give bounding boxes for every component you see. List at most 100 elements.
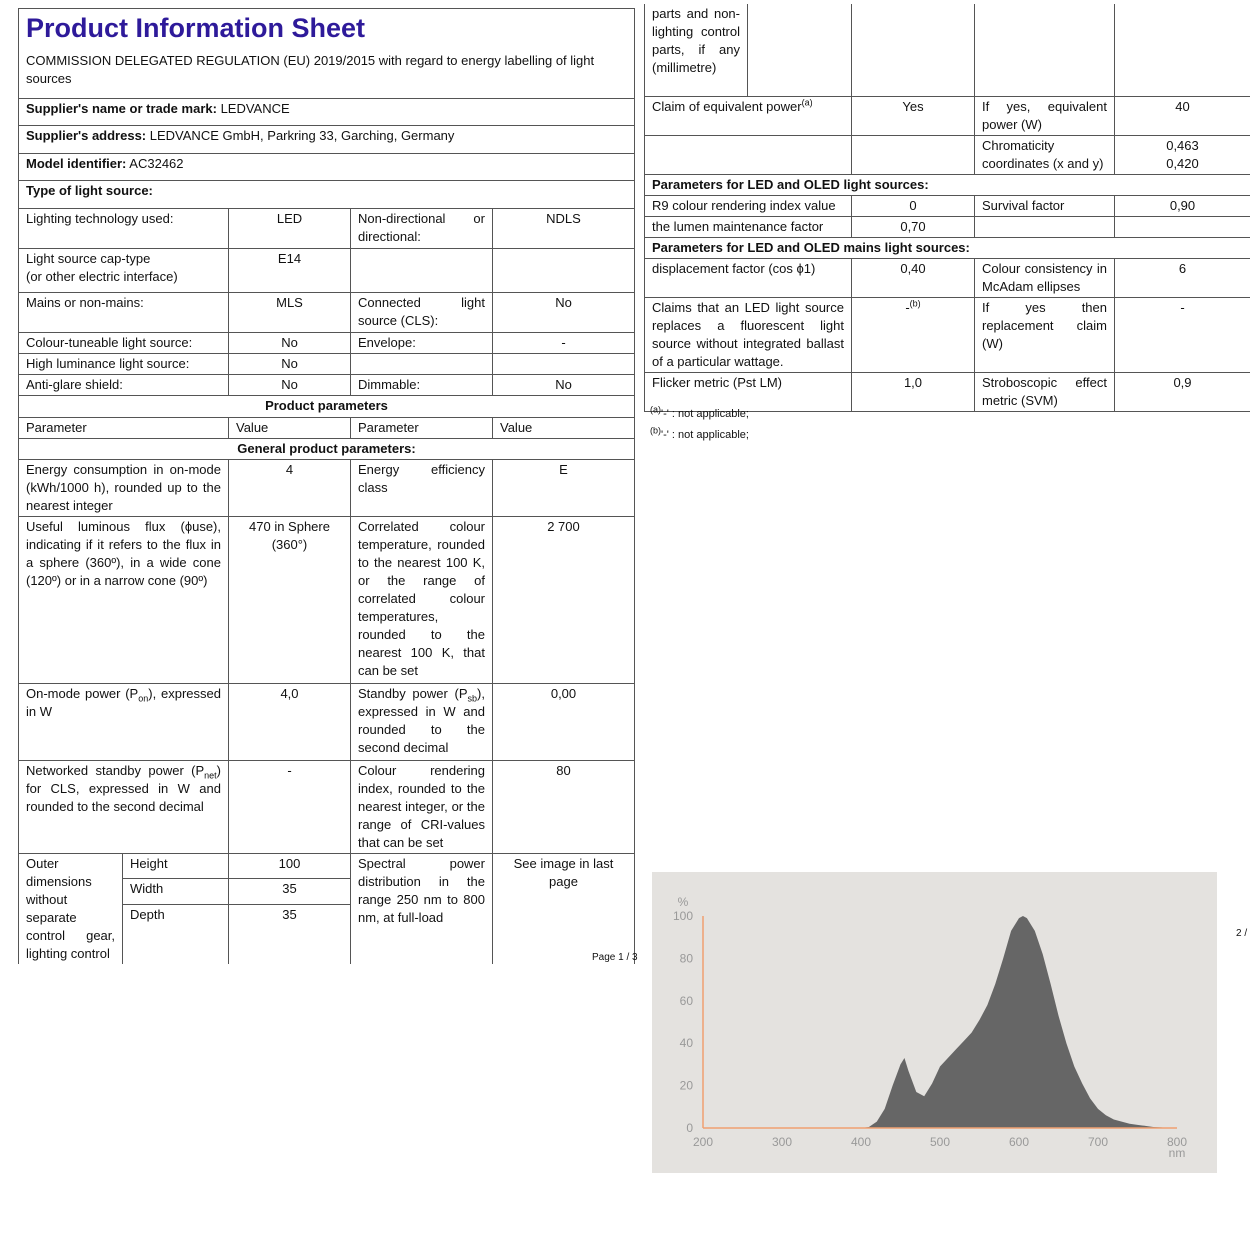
text: No <box>228 374 351 396</box>
text: No <box>492 292 635 333</box>
element: Product parameters <box>18 395 635 418</box>
element: Claims that an LED light source replaces… <box>644 296 1250 373</box>
text: E <box>492 459 635 517</box>
element: Mains or non-mains: MLS Connected light so… <box>18 292 635 333</box>
element: Type of light source: <box>18 180 635 209</box>
text: On-mode power (P <box>26 686 139 701</box>
text: Depth <box>122 904 229 964</box>
text: Colour-tuneable light source: <box>18 332 229 354</box>
text: ), expressed in W and rounded to the sec… <box>358 686 485 755</box>
text: Light source cap-type (or other electric… <box>18 248 229 293</box>
text: '-' : not applicable; <box>661 408 749 420</box>
element: Colour-tuneable light source: No Envelope:… <box>18 332 635 354</box>
text: ) for CLS, expressed in W and rounded to… <box>26 763 221 814</box>
text: Networked standby power (P <box>26 763 205 778</box>
text: No <box>228 332 351 354</box>
element: Product Information Sheet COMMISSION DELE… <box>18 8 635 964</box>
table-cell <box>350 353 493 375</box>
text: sb <box>467 693 478 704</box>
element: R9 colour rendering index value 0 Survival… <box>644 194 1250 217</box>
table-cell: Parameters for LED and OLED mains light … <box>644 236 1250 259</box>
element: On-mode power (Pon), expressed in W 4,0 St… <box>18 683 635 761</box>
x-tick-label: 200 <box>693 1135 713 1149</box>
text: - <box>905 299 910 315</box>
element: Supplier's name or trade mark: LEDVANCE <box>18 98 635 126</box>
text: Claim of equivalent power <box>652 98 802 114</box>
y-tick-label: 60 <box>680 994 694 1008</box>
text: 0,00 <box>492 683 635 761</box>
element: Parameter Value Parameter Value <box>18 417 635 439</box>
text: Survival factor <box>974 194 1115 217</box>
text: Energy consumption in on-mode (kWh/1000 … <box>18 459 229 517</box>
text: parts and non-lighting control parts, if… <box>644 4 748 97</box>
text: 40 <box>1114 95 1250 136</box>
element: parts and non-lighting control parts, if… <box>644 4 1250 412</box>
element: Useful luminous flux (ϕuse), indicating … <box>18 516 635 684</box>
x-tick-label: 500 <box>930 1135 950 1149</box>
text: Value <box>492 417 635 439</box>
x-tick-label: 400 <box>851 1135 871 1149</box>
text: Product Information Sheet <box>26 13 366 43</box>
text: Lighting technology used: <box>18 208 229 249</box>
table-cell: Supplier's name or trade mark: LEDVANCE <box>18 98 635 126</box>
right-table: parts and non-lighting control parts, if… <box>644 4 1250 412</box>
text: Model identifier: <box>26 156 127 171</box>
text: Page 1 / 3 <box>592 952 638 963</box>
text: 6 <box>1114 257 1250 298</box>
text: Claims that an LED light source replaces… <box>644 296 852 373</box>
table-cell: Type of light source: <box>18 180 635 209</box>
element: displacement factor (cos ϕ1) 0,40 Colour c… <box>644 257 1250 298</box>
text: 0,70 <box>851 215 975 238</box>
table-cell <box>747 4 852 97</box>
text: - <box>492 332 635 354</box>
text: Width <box>122 877 229 906</box>
text: 0,420 <box>1166 155 1199 171</box>
text: Height <box>122 853 229 879</box>
text: displacement factor (cos ϕ1) <box>644 257 852 298</box>
text: (a) <box>801 97 813 108</box>
element: Chromaticity coordinates (x and y) 0,463 0… <box>644 134 1250 175</box>
element: (a)'-' : not applicable; <box>650 405 749 420</box>
table-cell <box>644 134 852 175</box>
table-cell: 0,463 0,420 <box>1114 134 1250 175</box>
text: General product parameters: <box>237 441 416 456</box>
text: If yes then replacement claim (W) <box>974 296 1115 373</box>
table-cell <box>492 248 635 293</box>
text: 2 700 <box>492 516 635 684</box>
text: Parameter <box>18 417 229 439</box>
text: LEDVANCE <box>220 101 290 116</box>
text: NDLS <box>492 208 635 249</box>
text: LED <box>228 208 351 249</box>
table-cell: Supplier's address: LEDVANCE GmbH, Parkr… <box>18 125 635 154</box>
table-cell: General product parameters: <box>18 438 635 460</box>
text: If yes, equivalent power (W) <box>974 95 1115 136</box>
table-cell: On-mode power (Pon), expressed in W <box>18 683 229 761</box>
text: Dimmable: <box>350 374 493 396</box>
text: Value <box>228 417 351 439</box>
element: parts and non-lighting control parts, if… <box>644 4 1250 97</box>
text: COMMISSION DELEGATED REGULATION (EU) 201… <box>26 53 595 86</box>
text: Flicker metric (Pst LM) <box>644 371 852 412</box>
element: (b)'-' : not applicable; <box>650 426 749 441</box>
text: the lumen maintenance factor <box>644 215 852 238</box>
text: Parameters for LED and OLED mains light … <box>652 239 970 255</box>
text: Outer dimensions without separate contro… <box>18 853 123 964</box>
table-cell: Parameters for LED and OLED light source… <box>644 173 1250 196</box>
text: 4,0 <box>228 683 351 761</box>
table-cell: Standby power (Psb), expressed in W and … <box>350 683 493 761</box>
table-cell <box>1114 4 1250 97</box>
table-cell: Product Information Sheet COMMISSION DELE… <box>18 8 635 99</box>
element: Parameters for LED and OLED mains light … <box>644 236 1250 259</box>
x-tick-label: 300 <box>772 1135 792 1149</box>
element: Model identifier: AC32462 <box>18 153 635 181</box>
text: R9 colour rendering index value <box>644 194 852 217</box>
text: Colour rendering index, rounded to the n… <box>350 760 493 854</box>
text: 0,463 <box>1166 137 1199 153</box>
table-cell <box>974 4 1115 97</box>
text: LEDVANCE GmbH, Parkring 33, Garching, Ge… <box>149 128 455 143</box>
element: Lighting technology used: LED Non-directio… <box>18 208 635 249</box>
text: on <box>138 693 149 704</box>
y-tick-label: 0 <box>686 1121 693 1135</box>
